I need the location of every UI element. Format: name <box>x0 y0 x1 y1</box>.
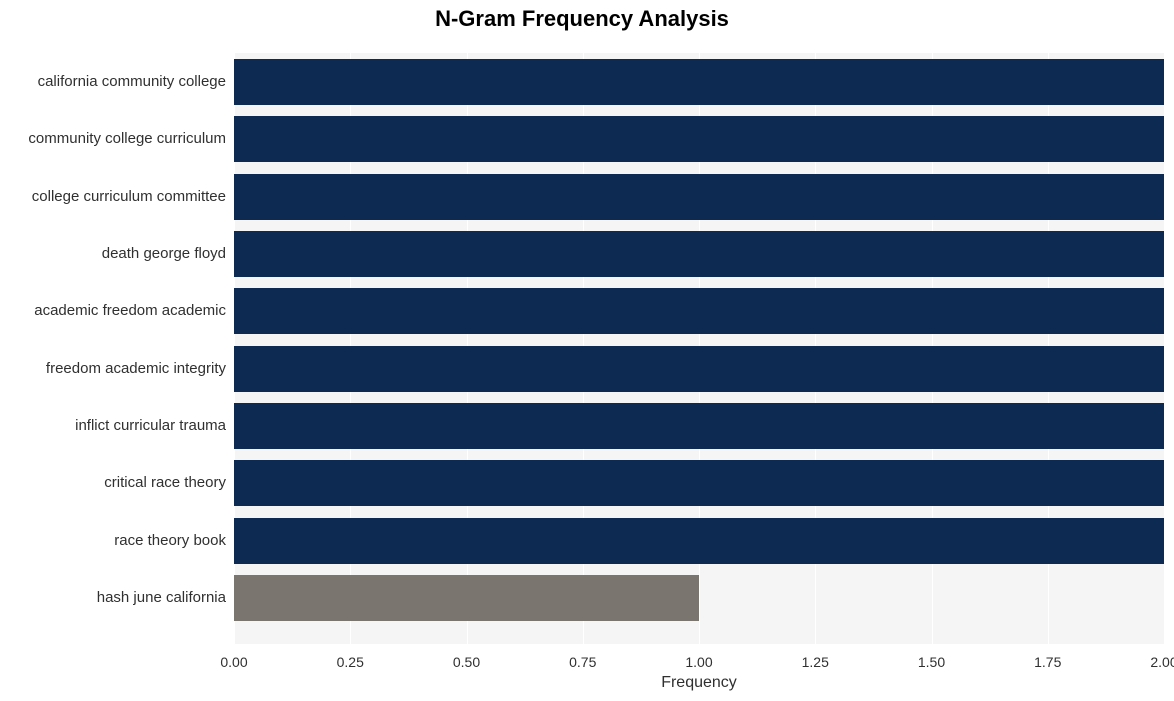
bar <box>234 460 1164 506</box>
bar <box>234 288 1164 334</box>
y-axis-category-label: race theory book <box>0 532 226 549</box>
ngram-frequency-chart: N-Gram Frequency Analysis Frequency cali… <box>0 0 1174 701</box>
bar <box>234 231 1164 277</box>
plot-area <box>234 36 1164 644</box>
y-axis-category-label: critical race theory <box>0 474 226 491</box>
chart-title: N-Gram Frequency Analysis <box>0 6 930 32</box>
x-axis-tick-label: 0.50 <box>453 654 480 670</box>
bar-row <box>234 403 1164 449</box>
x-axis-tick-label: 1.00 <box>685 654 712 670</box>
y-axis-category-label: hash june california <box>0 589 226 606</box>
bar-row <box>234 231 1164 277</box>
bar <box>234 518 1164 564</box>
bar-row <box>234 174 1164 220</box>
bar <box>234 59 1164 105</box>
x-axis-tick-label: 0.25 <box>337 654 364 670</box>
bar-row <box>234 116 1164 162</box>
bar <box>234 174 1164 220</box>
x-axis-tick-label: 1.75 <box>1034 654 1061 670</box>
x-axis-tick-label: 1.50 <box>918 654 945 670</box>
bar <box>234 575 699 621</box>
bar <box>234 346 1164 392</box>
x-axis-label: Frequency <box>661 674 737 692</box>
y-axis-category-label: academic freedom academic <box>0 302 226 319</box>
bar-row <box>234 59 1164 105</box>
x-axis-tick-label: 0.75 <box>569 654 596 670</box>
y-axis-category-label: community college curriculum <box>0 130 226 147</box>
y-axis-category-label: death george floyd <box>0 245 226 262</box>
bar-row <box>234 288 1164 334</box>
bar <box>234 403 1164 449</box>
x-axis-tick-label: 0.00 <box>220 654 247 670</box>
y-axis-category-label: california community college <box>0 73 226 90</box>
bar-row <box>234 460 1164 506</box>
y-axis-category-label: freedom academic integrity <box>0 360 226 377</box>
x-axis-tick-label: 1.25 <box>802 654 829 670</box>
gridline <box>1164 36 1165 644</box>
bar-row <box>234 346 1164 392</box>
bar-row <box>234 575 1164 621</box>
bar <box>234 116 1164 162</box>
y-axis-category-label: inflict curricular trauma <box>0 417 226 434</box>
bar-row <box>234 518 1164 564</box>
x-axis-tick-label: 2.00 <box>1150 654 1174 670</box>
y-axis-category-label: college curriculum committee <box>0 188 226 205</box>
